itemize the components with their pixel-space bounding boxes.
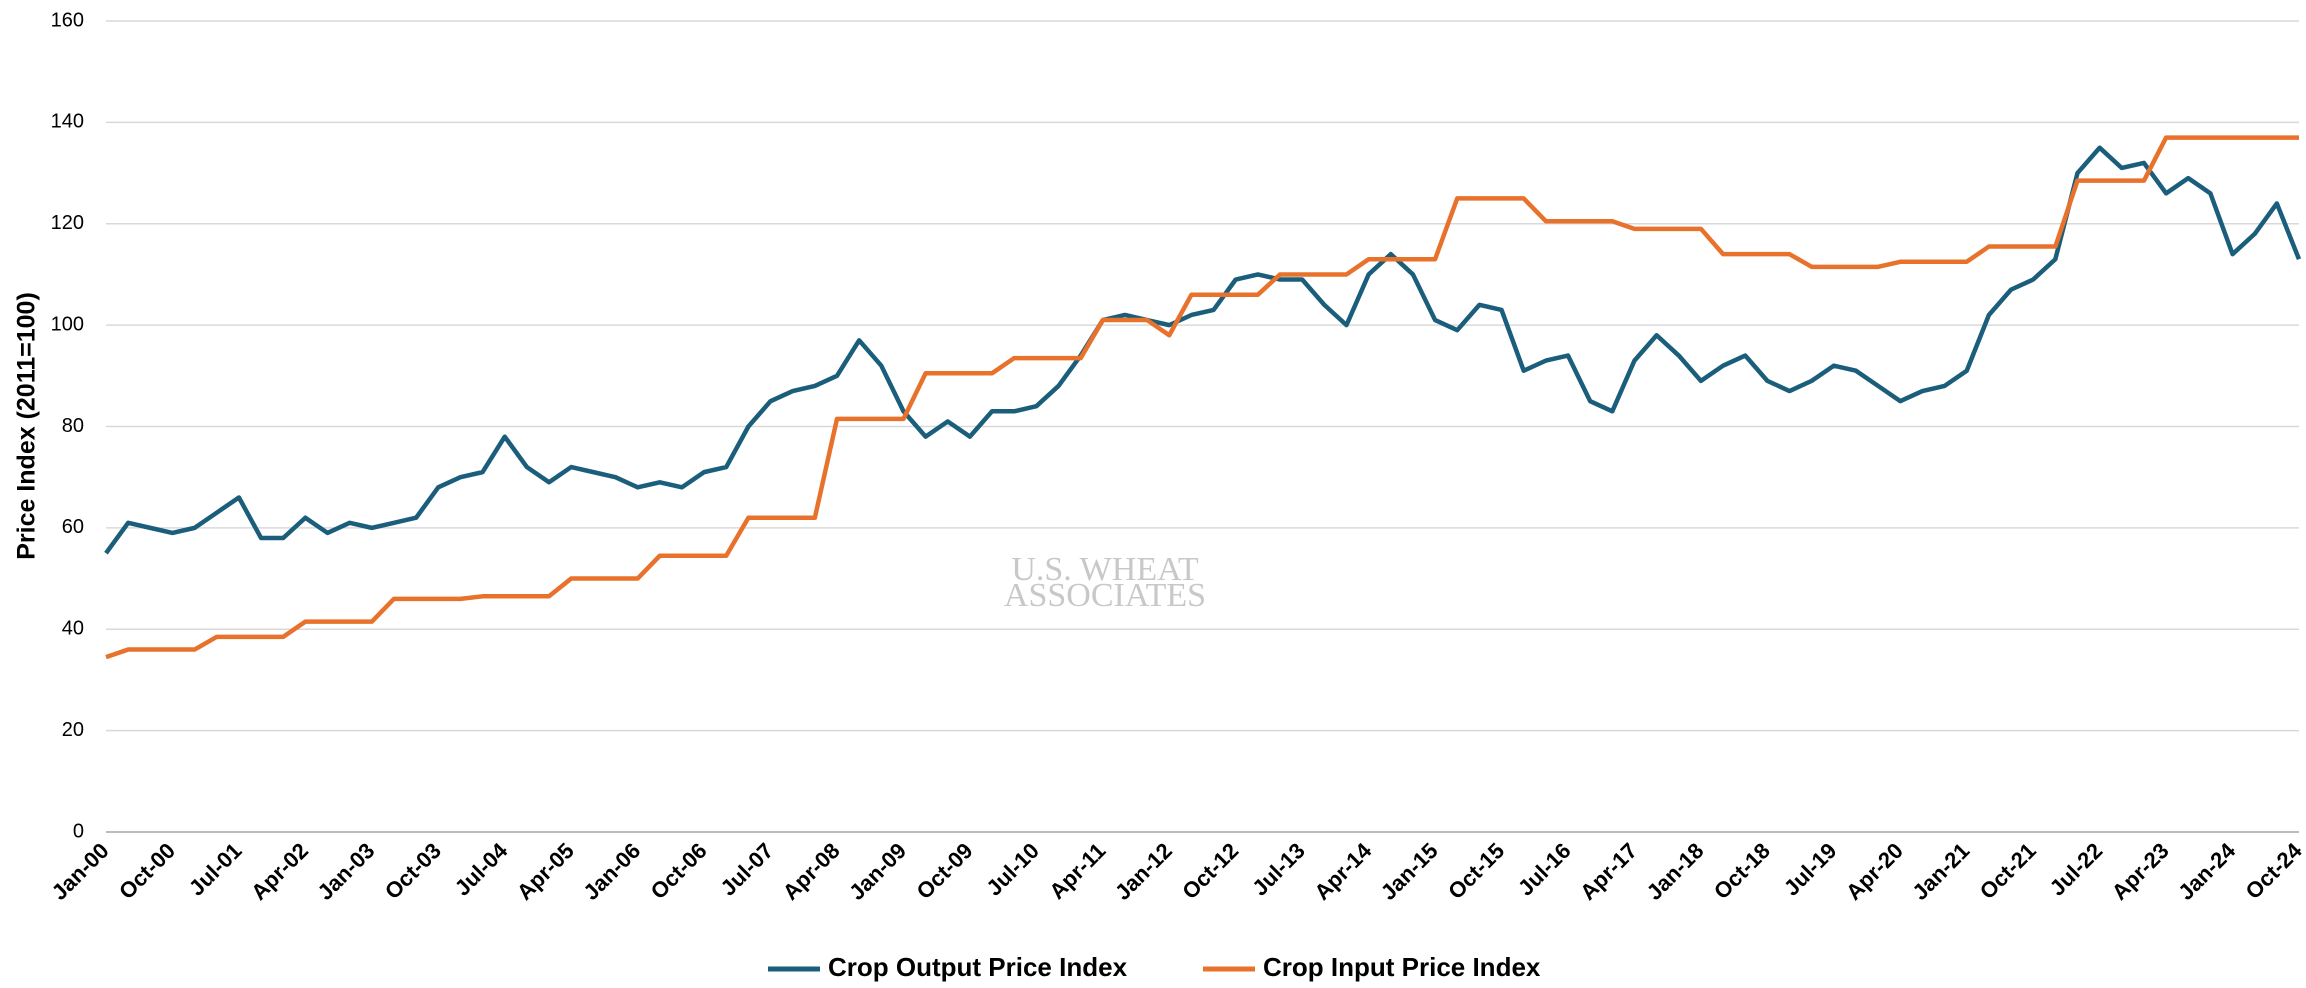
y-tick-label: 0 [73, 820, 84, 842]
x-tick-label: Apr-20 [1841, 838, 1908, 905]
x-tick-label: Oct-00 [114, 838, 180, 904]
watermark: U.S. WHEAT [1011, 551, 1199, 588]
x-tick-label: Jan-00 [47, 838, 114, 905]
x-tick-label: Oct-21 [1975, 838, 2041, 904]
x-tick-label: Jul-22 [2045, 838, 2108, 901]
x-tick-label: Oct-03 [380, 838, 446, 904]
x-tick-label: Apr-11 [1044, 838, 1110, 904]
x-tick-label: Oct-24 [2241, 837, 2306, 904]
x-tick-label: Apr-05 [512, 838, 579, 905]
x-tick-label: Jan-15 [1376, 838, 1443, 905]
x-tick-label: Jul-13 [1247, 838, 1310, 901]
x-tick-label: Jul-16 [1513, 838, 1576, 901]
watermark: ASSOCIATES [1004, 577, 1206, 614]
x-tick-label: Jul-10 [981, 838, 1044, 901]
x-tick-label: Apr-02 [246, 838, 313, 905]
legend-label: Crop Input Price Index [1263, 952, 1541, 982]
x-tick-label: Jan-18 [1642, 838, 1709, 905]
y-tick-label: 120 [51, 212, 84, 234]
x-tick-label: Oct-12 [1177, 838, 1243, 904]
y-tick-label: 80 [62, 415, 84, 437]
x-tick-label: Jan-06 [578, 838, 645, 905]
y-tick-label: 140 [51, 111, 84, 133]
series-line [105, 135, 2299, 660]
y-tick-label: 60 [62, 516, 84, 538]
y-axis-label: Price Index (2011=100) [13, 292, 41, 560]
y-tick-label: 160 [51, 9, 84, 31]
x-tick-label: Apr-08 [778, 838, 845, 905]
x-tick-label: Jan-09 [844, 838, 911, 905]
x-tick-label: Jul-19 [1779, 838, 1842, 901]
x-tick-label: Jan-12 [1110, 838, 1177, 905]
legend-label: Crop Output Price Index [828, 952, 1128, 982]
x-tick-label: Jul-01 [184, 838, 247, 901]
x-tick-label: Apr-14 [1309, 837, 1376, 904]
x-tick-label: Jan-24 [2173, 837, 2241, 905]
x-tick-label: Oct-15 [1443, 838, 1509, 904]
y-tick-label: 100 [51, 313, 84, 335]
x-tick-label: Jul-04 [450, 837, 513, 900]
x-tick-label: Apr-23 [2107, 838, 2174, 905]
x-tick-label: Oct-09 [911, 838, 977, 904]
x-tick-label: Oct-18 [1709, 838, 1775, 904]
y-tick-label: 20 [62, 719, 84, 741]
x-tick-label: Jan-03 [312, 838, 379, 905]
series-line [104, 145, 2302, 555]
y-tick-label: 40 [62, 618, 84, 640]
x-tick-label: Oct-06 [646, 838, 712, 904]
x-tick-label: Apr-17 [1575, 838, 1642, 905]
x-tick-label: Jan-21 [1907, 838, 1974, 905]
x-tick-label: Jul-07 [716, 838, 779, 901]
